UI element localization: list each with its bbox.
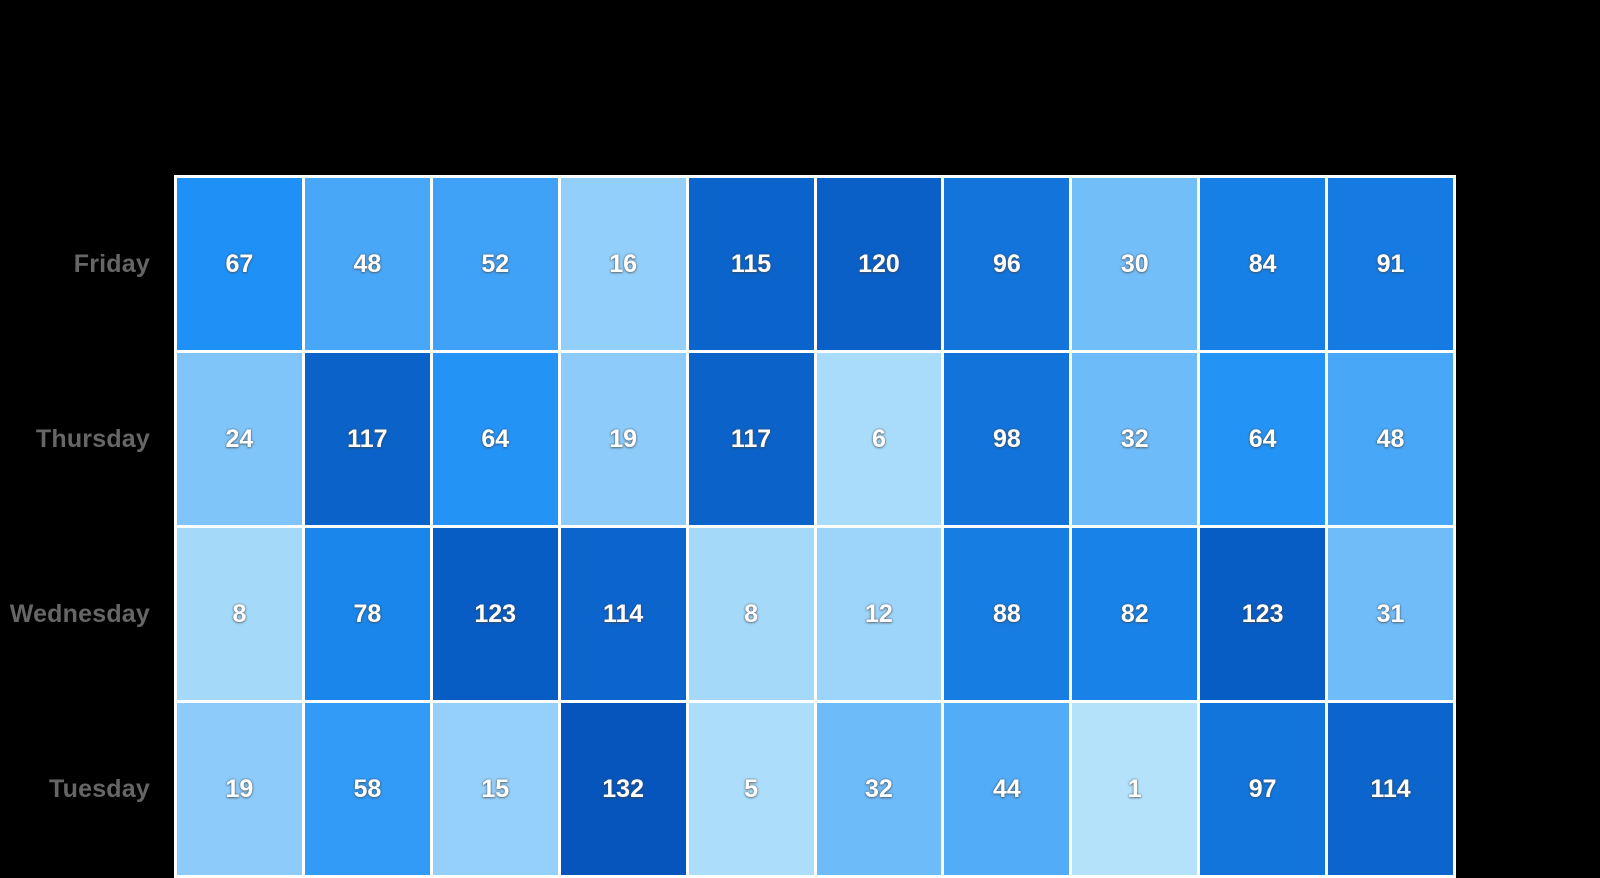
heatmap-cell[interactable]: 8: [688, 528, 814, 700]
cell-value: 15: [481, 774, 510, 803]
cell-value: 78: [353, 599, 382, 628]
heatmap-cell[interactable]: 5: [688, 703, 814, 875]
heatmap-cell[interactable]: 123: [432, 528, 558, 700]
row-label-friday: Friday: [73, 249, 150, 278]
cell-value: 117: [730, 424, 772, 453]
cell-value: 5: [744, 774, 758, 803]
cell-value: 64: [1248, 424, 1277, 453]
heatmap-cell[interactable]: 15: [432, 703, 558, 875]
heatmap-cell[interactable]: 117: [688, 353, 814, 525]
cell-value: 52: [481, 249, 510, 278]
cell-value: 44: [992, 774, 1021, 803]
heatmap-cell[interactable]: 115: [688, 178, 814, 350]
heatmap-cell[interactable]: 98: [944, 353, 1070, 525]
heatmap-cell[interactable]: 67: [177, 178, 302, 350]
cell-value: 30: [1120, 249, 1149, 278]
cell-value: 88: [992, 599, 1021, 628]
cell-value: 6: [871, 424, 886, 453]
heatmap-cell[interactable]: 96: [944, 178, 1070, 350]
heatmap-cell[interactable]: 58: [304, 703, 430, 875]
cell-value: 64: [481, 424, 510, 453]
heatmap-chart: Friday Thursday Wednesday Tuesday 67 48 52 16 1…: [9, 175, 1456, 878]
row-label-tuesday: Tuesday: [49, 774, 150, 803]
cell-value: 24: [225, 424, 254, 453]
cell-value: 115: [730, 249, 772, 278]
cell-value: 19: [225, 774, 254, 803]
heatmap-cell[interactable]: 44: [944, 703, 1070, 875]
heatmap-cell[interactable]: 117: [304, 353, 430, 525]
cell-value: 67: [225, 249, 254, 278]
heatmap-cell[interactable]: 88: [944, 528, 1070, 700]
cell-value: 82: [1120, 599, 1149, 628]
heatmap-cell[interactable]: 1: [1072, 703, 1198, 875]
cell-value: 117: [347, 424, 388, 453]
cell-value: 114: [1370, 774, 1411, 803]
cell-value: 98: [992, 424, 1021, 453]
heatmap-grid: 67 48 52 16 115 120 96 30 84 91 24 117 64 19 117 6 98 32 6…: [174, 175, 1456, 878]
cell-value: 31: [1376, 599, 1405, 628]
cell-value: 84: [1248, 249, 1277, 278]
heatmap-cell[interactable]: 12: [816, 528, 942, 700]
heatmap-cell[interactable]: 19: [177, 703, 302, 875]
cell-value: 58: [353, 774, 382, 803]
row-label-wednesday: Wednesday: [9, 599, 150, 628]
heatmap-cell[interactable]: 82: [1072, 528, 1198, 700]
cell-value: 120: [858, 249, 900, 278]
heatmap-cell[interactable]: 30: [1072, 178, 1198, 350]
cell-value: 48: [1376, 424, 1405, 453]
cell-value: 96: [992, 249, 1021, 278]
cell-value: 8: [232, 599, 247, 628]
cell-value: 32: [1120, 424, 1149, 453]
cell-value: 91: [1376, 249, 1405, 278]
cell-value: 12: [865, 599, 893, 628]
cell-value: 32: [865, 774, 893, 803]
heatmap-cell[interactable]: 64: [1200, 353, 1326, 525]
cell-value: 8: [744, 599, 758, 628]
row-label-thursday: Thursday: [35, 424, 150, 453]
cell-value: 97: [1248, 774, 1277, 803]
heatmap-cell[interactable]: 97: [1200, 703, 1326, 875]
cell-value: 1: [1127, 774, 1142, 803]
heatmap-cell[interactable]: 132: [560, 703, 686, 875]
cell-value: 114: [602, 599, 644, 628]
heatmap-cell[interactable]: 19: [560, 353, 686, 525]
heatmap-cell[interactable]: 32: [1072, 353, 1198, 525]
heatmap-cell[interactable]: 114: [560, 528, 686, 700]
heatmap-cell[interactable]: 6: [816, 353, 942, 525]
heatmap-cell[interactable]: 64: [432, 353, 558, 525]
heatmap-cell[interactable]: 91: [1328, 178, 1453, 350]
cell-value: 123: [1241, 599, 1284, 628]
cell-value: 48: [353, 249, 382, 278]
heatmap-cell[interactable]: 16: [560, 178, 686, 350]
heatmap-cell[interactable]: 78: [304, 528, 430, 700]
heatmap-cell[interactable]: 48: [304, 178, 430, 350]
heatmap-cell[interactable]: 52: [432, 178, 558, 350]
heatmap-cell[interactable]: 32: [816, 703, 942, 875]
heatmap-cell[interactable]: 24: [177, 353, 302, 525]
heatmap-cell[interactable]: 48: [1328, 353, 1453, 525]
heatmap-cell[interactable]: 8: [177, 528, 302, 700]
cell-value: 16: [609, 249, 638, 278]
heatmap-cell[interactable]: 31: [1328, 528, 1453, 700]
cell-value: 123: [474, 599, 517, 628]
heatmap-cell[interactable]: 114: [1328, 703, 1453, 875]
cell-value: 132: [602, 774, 644, 803]
heatmap-cell[interactable]: 120: [816, 178, 942, 350]
heatmap-cell[interactable]: 123: [1200, 528, 1326, 700]
cell-value: 19: [609, 424, 638, 453]
heatmap-cell[interactable]: 84: [1200, 178, 1326, 350]
